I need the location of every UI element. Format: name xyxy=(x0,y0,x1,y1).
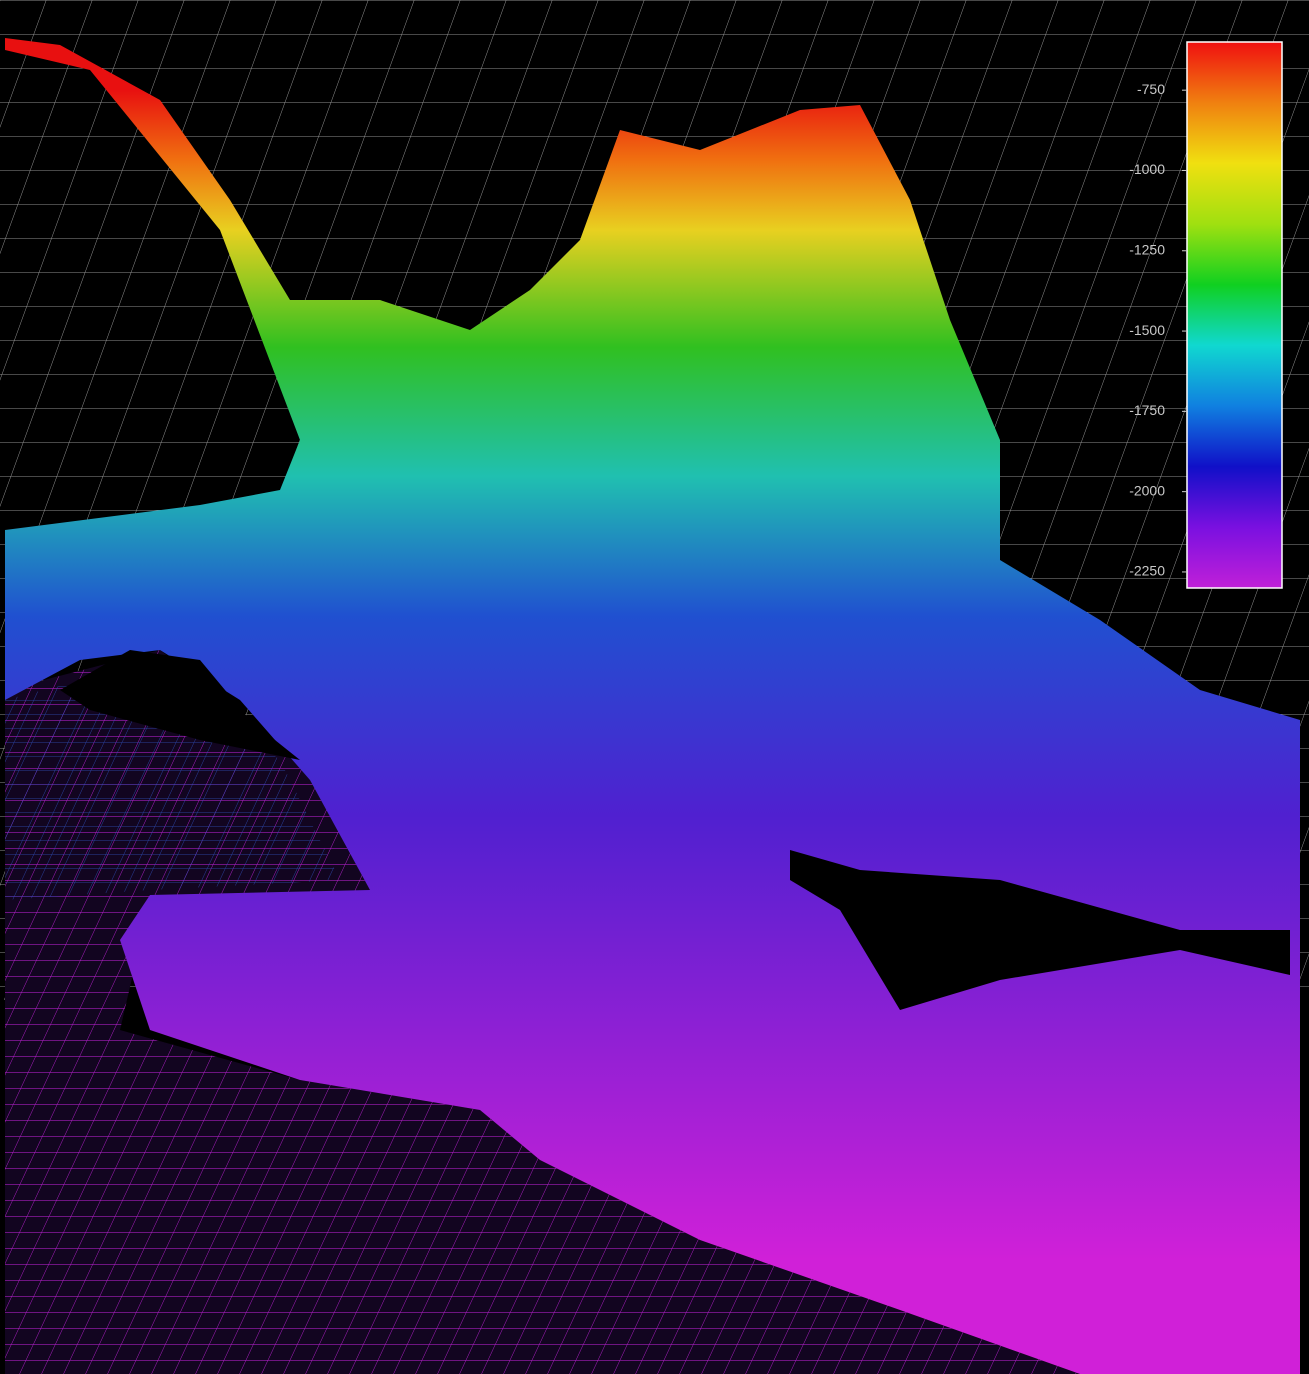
colorbar-tick-label: -750 xyxy=(1137,81,1165,97)
colorbar xyxy=(1187,42,1282,588)
colorbar-tick-label: -1750 xyxy=(1129,402,1165,418)
scene: -750 -1000 -1250 -1500 -1750 -2000 -2250 xyxy=(0,0,1309,1374)
colorbar-tick-label: -1000 xyxy=(1129,161,1165,177)
colorbar-tick-label: -1250 xyxy=(1129,241,1165,257)
colorbar-tick-label: -1500 xyxy=(1129,322,1165,338)
colorbar-tick-label: -2250 xyxy=(1129,563,1165,579)
colorbar-tick-label: -2000 xyxy=(1129,482,1165,498)
